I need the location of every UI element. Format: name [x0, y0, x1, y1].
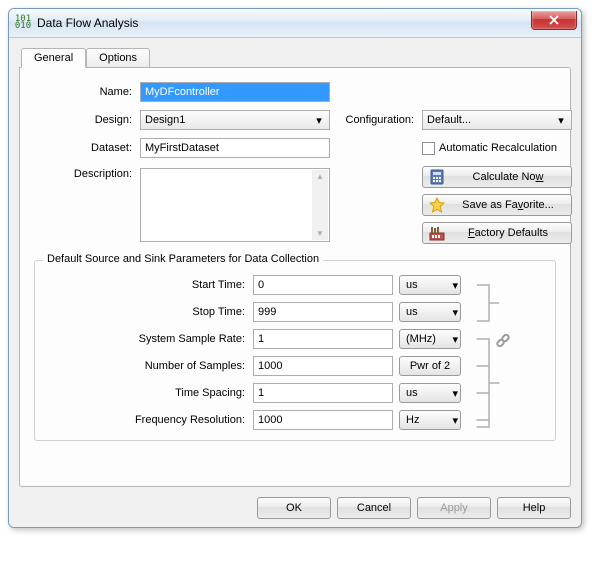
freq-res-label: Frequency Resolution:	[47, 414, 247, 426]
name-label: Name:	[34, 86, 134, 98]
auto-recalc-checkbox[interactable]	[422, 142, 435, 155]
params-group: Default Source and Sink Parameters for D…	[34, 260, 556, 441]
factory-defaults-label: Factory Defaults	[453, 227, 563, 239]
close-icon	[548, 15, 560, 25]
design-combo[interactable]: Design1 ▾	[140, 110, 330, 130]
tab-row: General Options	[21, 48, 571, 67]
sample-rate-unit[interactable]: (MHz)▾	[399, 329, 461, 349]
window-title: Data Flow Analysis	[37, 16, 138, 30]
freq-res-unit[interactable]: Hz▾	[399, 410, 461, 430]
stop-time-unit[interactable]: us▾	[399, 302, 461, 322]
link-brackets	[475, 275, 515, 430]
description-textarea[interactable]: ▲ ▼	[140, 168, 330, 242]
chevron-down-icon: ▾	[452, 279, 458, 292]
ok-button[interactable]: OK	[257, 497, 331, 519]
star-icon	[429, 197, 445, 213]
close-button[interactable]	[531, 11, 577, 30]
cancel-button[interactable]: Cancel	[337, 497, 411, 519]
time-spacing-label: Time Spacing:	[47, 387, 247, 399]
chevron-down-icon: ▾	[452, 387, 458, 400]
stop-time-label: Stop Time:	[47, 306, 247, 318]
chevron-down-icon: ▾	[311, 114, 327, 127]
calculator-icon	[429, 169, 445, 185]
freq-res-input[interactable]	[253, 410, 393, 430]
save-favorite-button[interactable]: Save as Favorite...	[422, 194, 572, 216]
pwr-of-2-button[interactable]: Pwr of 2	[399, 356, 461, 376]
stop-time-input[interactable]	[253, 302, 393, 322]
design-label: Design:	[34, 114, 134, 126]
scroll-down-icon: ▼	[316, 229, 324, 238]
num-samples-label: Number of Samples:	[47, 360, 247, 372]
sample-rate-input[interactable]	[253, 329, 393, 349]
configuration-combo[interactable]: Default... ▾	[422, 110, 572, 130]
tab-options[interactable]: Options	[86, 48, 150, 67]
top-grid: Name: Design: Design1 ▾ Configuration: D…	[34, 82, 556, 244]
action-buttons: Calculate Now Save as Favorite... Factor…	[422, 166, 572, 244]
chevron-down-icon: ▾	[452, 333, 458, 346]
start-time-label: Start Time:	[47, 279, 247, 291]
tab-panel-general: Name: Design: Design1 ▾ Configuration: D…	[19, 67, 571, 487]
calculate-now-button[interactable]: Calculate Now	[422, 166, 572, 188]
design-value: Design1	[145, 114, 185, 126]
description-label: Description:	[34, 166, 134, 180]
start-time-input[interactable]	[253, 275, 393, 295]
factory-icon	[429, 225, 445, 241]
name-input[interactable]	[140, 82, 330, 102]
sample-rate-label: System Sample Rate:	[47, 333, 247, 345]
auto-recalc-row[interactable]: Automatic Recalculation	[422, 142, 572, 155]
help-button[interactable]: Help	[497, 497, 571, 519]
scrollbar[interactable]: ▲ ▼	[312, 170, 328, 240]
configuration-value: Default...	[427, 114, 471, 126]
factory-defaults-button[interactable]: Factory Defaults	[422, 222, 572, 244]
configuration-label: Configuration:	[336, 114, 416, 126]
chevron-down-icon: ▾	[452, 414, 458, 427]
app-icon: 101010	[15, 15, 31, 31]
dataset-label: Dataset:	[34, 142, 134, 154]
calculate-now-label: Calculate Now	[453, 171, 563, 183]
params-group-title: Default Source and Sink Parameters for D…	[43, 253, 323, 265]
apply-button[interactable]: Apply	[417, 497, 491, 519]
time-spacing-unit[interactable]: us▾	[399, 383, 461, 403]
tab-general[interactable]: General	[21, 48, 86, 68]
auto-recalc-label: Automatic Recalculation	[439, 142, 557, 154]
scroll-up-icon: ▲	[316, 172, 324, 181]
dialog-button-row: OK Cancel Apply Help	[19, 497, 571, 519]
save-favorite-label: Save as Favorite...	[453, 199, 563, 211]
chevron-down-icon: ▾	[452, 306, 458, 319]
client-area: General Options Name: Design: Design1 ▾ …	[9, 38, 581, 527]
dataset-input[interactable]	[140, 138, 330, 158]
time-spacing-input[interactable]	[253, 383, 393, 403]
params-grid: Start Time: us▾ Stop Time: us▾ System Sa…	[47, 275, 543, 430]
titlebar: 101010 Data Flow Analysis	[9, 9, 581, 38]
link-icon	[493, 331, 513, 354]
start-time-unit[interactable]: us▾	[399, 275, 461, 295]
dialog-window: 101010 Data Flow Analysis General Option…	[8, 8, 582, 528]
num-samples-input[interactable]	[253, 356, 393, 376]
chevron-down-icon: ▾	[553, 114, 569, 127]
